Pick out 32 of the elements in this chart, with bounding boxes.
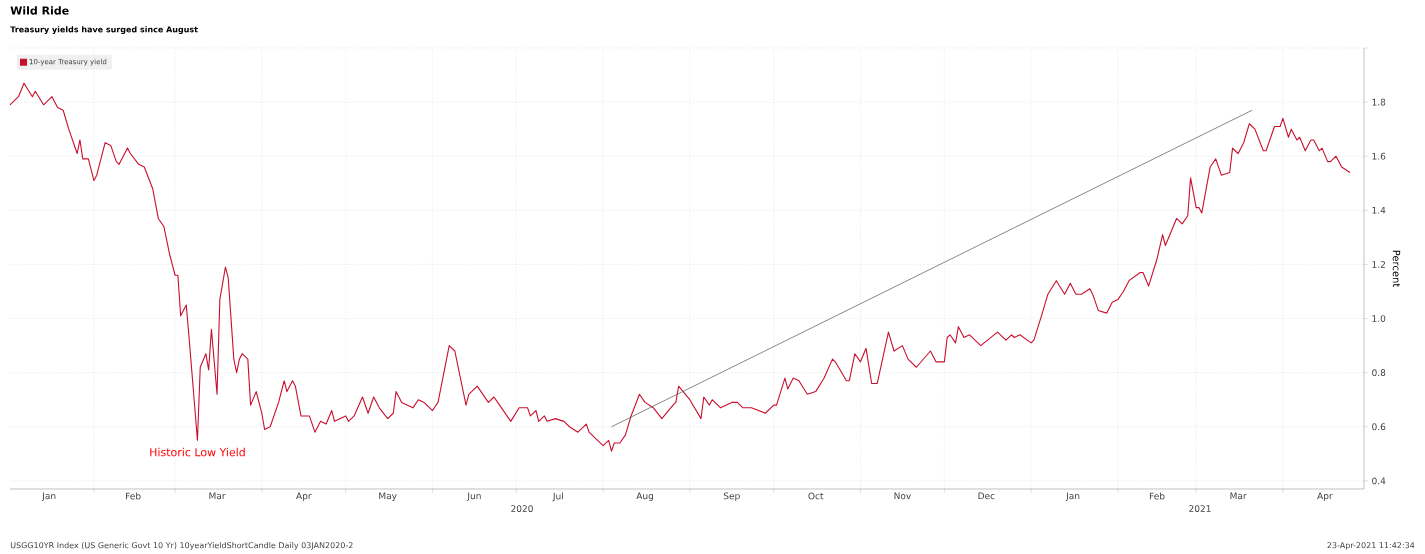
y-tick-label: 1.8: [1372, 98, 1386, 106]
x-tick-label: Sep: [723, 492, 740, 502]
y-tick-label: 0.8: [1372, 369, 1386, 377]
x-tick-label: Apr: [296, 492, 312, 501]
x-tick-label: Oct: [808, 492, 824, 500]
y-tick-label: 0.4: [1372, 477, 1386, 485]
x-tick-label: Feb: [126, 492, 141, 500]
x-tick-label: Dec: [978, 492, 995, 500]
x-tick-label: Nov: [894, 492, 911, 500]
y-tick-label: 1.6: [1372, 152, 1386, 160]
x-tick-label: Apr: [1317, 492, 1333, 501]
x-tick-label: Mar: [209, 492, 226, 500]
chart-subtitle: Treasury yields have surged since August: [10, 26, 198, 34]
text: 23-Apr-2021 11:42:34: [1327, 542, 1415, 550]
text: 2021: [1189, 505, 1211, 512]
annotation: Historic Low Yield: [150, 447, 245, 457]
x-tick-label: Jul: [552, 492, 563, 502]
y-tick-label: 0.6: [1372, 423, 1386, 431]
chart-title: Wild Ride: [10, 6, 69, 15]
y-tick-label: 1.2: [1372, 261, 1385, 268]
x-tick-label: Aug: [636, 492, 654, 501]
x-tick-label: Jun: [466, 492, 481, 501]
y-tick-label: 1.4: [1372, 207, 1386, 214]
x-tick-label: Mar: [1230, 492, 1247, 500]
x-tick-label: Jan: [41, 492, 56, 501]
text: USGG10YR Index (US Generic Govt 10 Yr) 10yearYieldShortCandle Daily 03JAN2020-2: [10, 542, 353, 550]
y-tick-label: 1.0: [1372, 315, 1386, 322]
text: 2020: [511, 505, 533, 512]
x-tick-label: Jan: [1065, 492, 1080, 501]
x-tick-label: May: [379, 492, 397, 501]
x-tick-label: Feb: [1149, 492, 1165, 500]
y-axis-title: Percent: [1392, 250, 1401, 288]
